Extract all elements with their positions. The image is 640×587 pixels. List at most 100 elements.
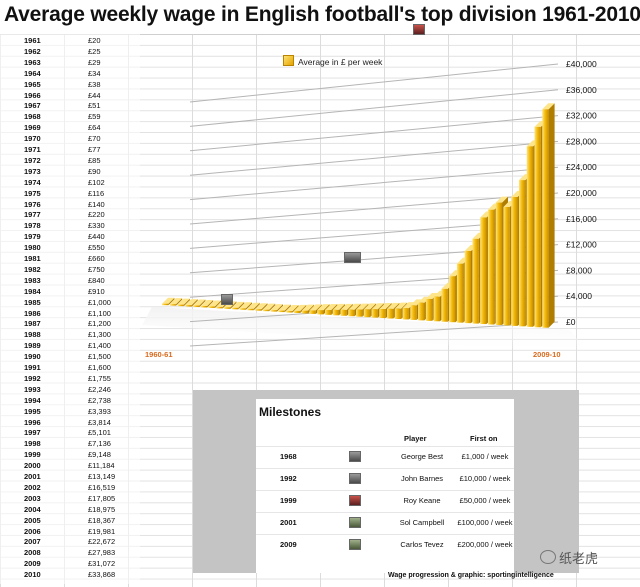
wage-table-row: 1979 £440 (0, 232, 140, 243)
wage-table-row: 1986 £1,100 (0, 309, 140, 320)
milestone-pay: £1,000 / week (461, 452, 509, 461)
wage-table-value: £31,072 (88, 559, 116, 569)
player-photo-mid (344, 252, 361, 263)
milestone-player: Sol Campbell (399, 518, 445, 527)
wage-table-year: 1990 (24, 352, 41, 362)
wage-table-value: £90 (88, 166, 101, 176)
wage-table-row: 2010 £33,868 (0, 570, 140, 581)
wage-table-row: 2008 £27,983 (0, 548, 140, 559)
wage-table-row: 1977 £220 (0, 210, 140, 221)
wage-table-year: 2003 (24, 493, 41, 503)
wage-table-value: £750 (88, 264, 105, 274)
wage-table-value: £102 (88, 177, 105, 187)
wage-table-year: 2005 (24, 515, 41, 525)
gridline (189, 321, 559, 347)
bar (262, 303, 276, 312)
wage-table-year: 2006 (24, 526, 41, 536)
wage-table-value: £1,755 (88, 373, 111, 383)
watermark: 纸老虎 (540, 548, 598, 567)
wage-table-year: 1992 (24, 373, 41, 383)
wage-table-row: 1988 £1,300 (0, 330, 140, 341)
wage-table-year: 1962 (24, 46, 41, 56)
gridline (189, 166, 559, 201)
bar (239, 302, 252, 310)
wage-table-value: £1,200 (88, 319, 111, 329)
bar (185, 299, 198, 307)
wage-table-value: £550 (88, 243, 105, 253)
wage-table-value: £660 (88, 254, 105, 263)
wage-table-year: 1985 (24, 297, 41, 307)
bar (278, 304, 291, 313)
milestone-player: John Barnes (400, 474, 444, 483)
y-tick-label: £8,000 (566, 265, 592, 275)
wage-table-row: 1982 £750 (0, 265, 140, 276)
bar (200, 299, 214, 308)
wage-table-value: £2,246 (88, 384, 111, 394)
wage-table-row: 1990 £1,500 (0, 352, 140, 363)
wage-table-value: £70 (88, 134, 101, 144)
milestone-row: 1999 Roy Keane £50,000 / week (256, 490, 514, 511)
wage-table-row: 1963 £29 (0, 58, 140, 69)
wage-table-row: 1984 £910 (0, 287, 140, 298)
milestone-player-photo (349, 473, 361, 484)
wage-table-value: £25 (88, 46, 101, 56)
chart-title: Average weekly wage in English football'… (4, 3, 640, 26)
wage-table-row: 1983 £840 (0, 276, 140, 287)
wage-table-year: 1982 (24, 264, 41, 274)
y-tick-label: £12,000 (566, 240, 597, 250)
milestone-row: 2009 Carlos Tevez £200,000 / week (256, 534, 514, 555)
wage-table-row: 1993 £2,246 (0, 385, 140, 396)
wage-table-value: £11,184 (88, 461, 115, 471)
bar (542, 103, 555, 328)
wage-table-row: 2001 £13,149 (0, 472, 140, 483)
wage-table-value: £1,500 (88, 352, 111, 362)
wage-table-year: 2009 (24, 559, 41, 569)
y-tick-label: £0 (566, 317, 576, 327)
wage-table-row: 1997 £5,101 (0, 428, 140, 439)
milestone-pay: £100,000 / week (457, 518, 513, 527)
wage-table-value: £16,519 (88, 482, 116, 492)
wage-table-year: 1997 (24, 428, 41, 438)
wage-table-value: £18,367 (88, 515, 116, 525)
wage-table-year: 1995 (24, 406, 41, 416)
wage-table-year: 1977 (24, 210, 41, 220)
wage-table-year: 1966 (24, 90, 41, 100)
wage-table-row: 1968 £59 (0, 112, 140, 123)
wage-table-row: 1994 £2,738 (0, 396, 140, 407)
wage-table-row: 2009 £31,072 (0, 559, 140, 570)
watermark-text: 纸老虎 (559, 551, 599, 566)
wage-table-value: £910 (88, 286, 105, 296)
y-tick-label: £36,000 (566, 85, 597, 95)
y-tick-label: £32,000 (566, 111, 597, 121)
wage-table-value: £44 (88, 90, 101, 100)
milestone-player-photo (349, 517, 361, 528)
wage-table-value: £220 (88, 210, 105, 220)
milestone-row: 2001 Sol Campbell £100,000 / week (256, 512, 514, 533)
chart-floor (142, 307, 590, 354)
x-start-label: 1960-61 (145, 350, 173, 359)
wage-table-year: 1991 (24, 363, 41, 372)
bar (177, 298, 190, 307)
wage-table-row: 2004 £18,975 (0, 505, 140, 516)
wage-table: 1961 £20 1962 £25 1963 £29 1964 £34 1965 £38 1966 £… (0, 34, 140, 584)
gridline (189, 140, 559, 176)
legend-label: Average in £ per week (298, 57, 383, 67)
wage-table-row: 2005 £18,367 (0, 516, 140, 527)
player-photo-low (221, 294, 233, 305)
title-bar: Average weekly wage in English football'… (0, 0, 640, 35)
wage-table-year: 1969 (24, 123, 41, 133)
wage-table-value: £64 (88, 123, 101, 133)
wage-table-row: 1980 £550 (0, 243, 140, 254)
wage-table-value: £1,600 (88, 363, 111, 372)
wage-table-value: £3,814 (88, 417, 111, 427)
wage-table-value: £19,981 (88, 526, 116, 536)
gridline (189, 115, 559, 152)
wage-table-year: 2010 (24, 570, 41, 580)
wage-table-value: £9,148 (88, 450, 111, 460)
wage-table-row: 2003 £17,805 (0, 494, 140, 505)
wage-table-value: £85 (88, 155, 101, 165)
wage-table-year: 1984 (24, 286, 41, 296)
wage-table-year: 2007 (24, 537, 41, 547)
milestone-player: George Best (400, 452, 444, 461)
wage-table-row: 2006 £19,981 (0, 527, 140, 538)
